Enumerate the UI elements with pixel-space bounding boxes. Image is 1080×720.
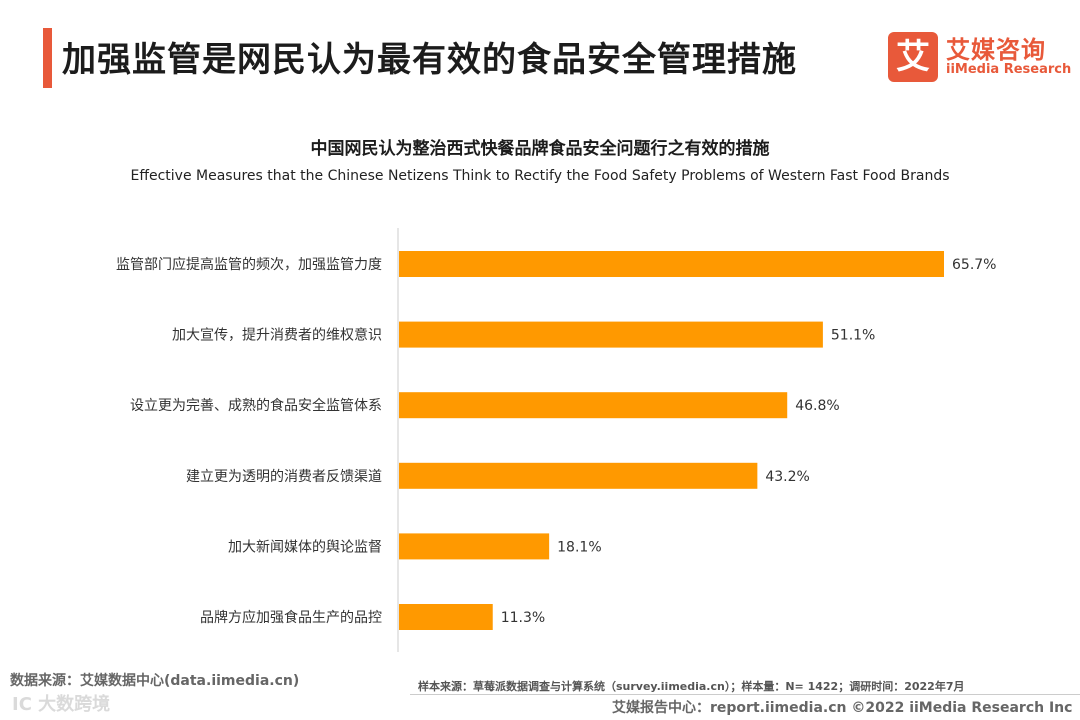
data-label: 18.1% <box>557 539 601 555</box>
bar <box>399 533 550 560</box>
sample-info: 样本来源：草莓派数据调查与计算系统（survey.iimedia.cn）；样本量… <box>418 680 965 693</box>
title-accent-bar <box>43 28 52 88</box>
category-label: 加大宣传，提升消费者的维权意识 <box>172 327 382 344</box>
logo-text-cn: 艾媒咨询 <box>946 36 1046 64</box>
bar <box>399 392 788 419</box>
bar <box>399 251 944 277</box>
data-label: 65.7% <box>952 257 996 273</box>
category-label: 建立更为透明的消费者反馈渠道 <box>186 469 382 485</box>
brand-logo: 艾 艾媒咨询 iiMedia Research <box>888 30 1071 84</box>
chart-subtitle: Effective Measures that the Chinese Neti… <box>130 168 950 184</box>
logo-mark-icon: 艾 <box>888 32 938 82</box>
report-center: 艾媒报告中心：report.iimedia.cn ©2022 iiMedia R… <box>612 700 1073 716</box>
bar <box>399 604 493 630</box>
bar <box>399 321 823 348</box>
data-label: 46.8% <box>795 398 839 414</box>
category-label: 监管部门应提高监管的频次，加强监管力度 <box>116 256 382 273</box>
data-label: 43.2% <box>765 469 809 485</box>
page-title: 加强监管是网民认为最有效的食品安全管理措施 <box>62 40 797 80</box>
category-label: 加大新闻媒体的舆论监督 <box>228 539 382 555</box>
logo-text-en: iiMedia Research <box>946 62 1072 77</box>
data-source: 数据来源：艾媒数据中心(data.iimedia.cn) <box>10 673 300 689</box>
bar <box>399 462 758 489</box>
category-label: 品牌方应加强食品生产的品控 <box>200 609 382 626</box>
chart-title: 中国网民认为整治西式快餐品牌食品安全问题行之有效的措施 <box>310 139 770 159</box>
data-label: 11.3% <box>501 610 545 626</box>
watermark: IC 大数跨境 <box>12 694 111 715</box>
category-label: 设立更为完善、成熟的食品安全监管体系 <box>130 397 382 414</box>
data-label: 51.1% <box>831 328 875 344</box>
footer-divider <box>410 694 1080 695</box>
